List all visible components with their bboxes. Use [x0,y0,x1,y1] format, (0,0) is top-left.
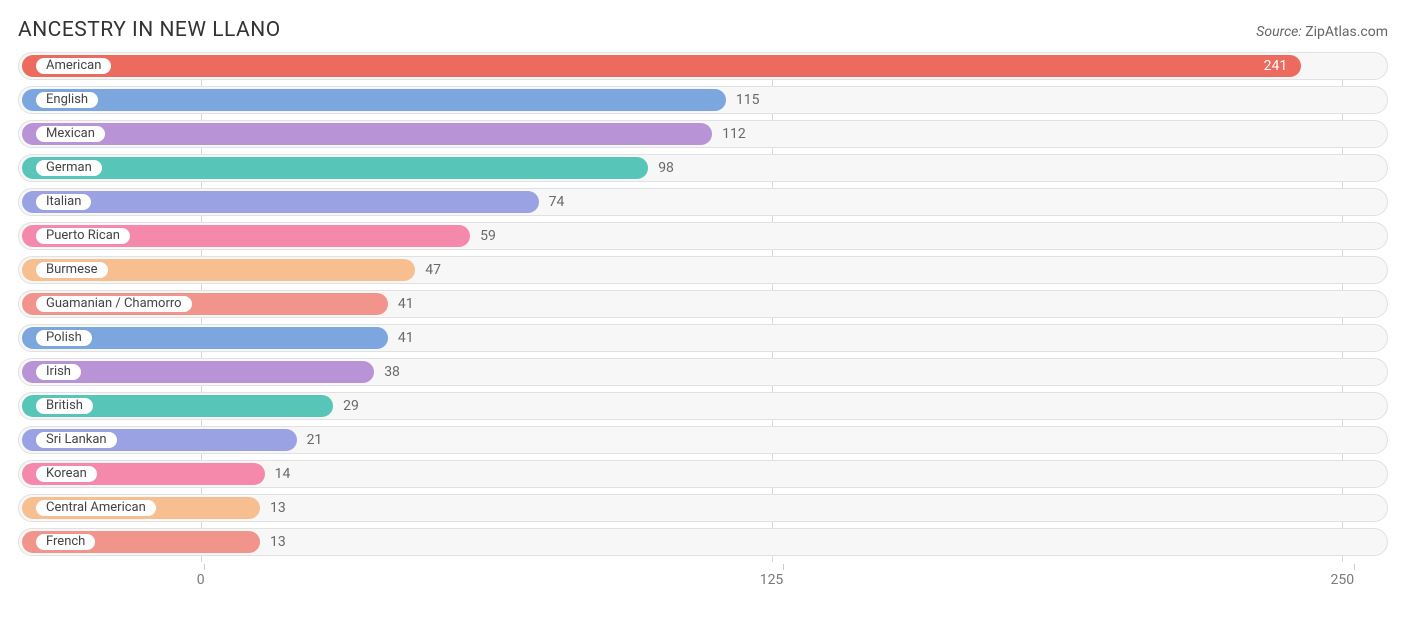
chart-body: American 241 English 115 Mexican 112 German 98 I… [0,52,1406,594]
bar-category-pill: American [36,58,111,74]
bar-fill [22,89,726,111]
bar-row: Puerto Rican 59 [18,222,1388,250]
bar-category-pill: German [36,160,102,176]
bar-row: Burmese 47 [18,256,1388,284]
bar-row: English 115 [18,86,1388,114]
bar-value-label: 41 [398,290,414,318]
bar-fill [22,123,712,145]
x-tick-mark [783,564,784,570]
bar-value-label: 112 [722,120,746,148]
bar-value-label: 59 [480,222,496,250]
bar-value-label: 47 [425,256,441,284]
bar-row: Italian 74 [18,188,1388,216]
bar-category-pill: British [36,398,93,414]
bar-row: Sri Lankan 21 [18,426,1388,454]
bar-value-label: 98 [658,154,674,182]
x-tick-mark [204,564,205,570]
x-axis: 0 125 250 [18,564,1388,594]
bar-category-pill: Korean [36,466,97,482]
bar-value-label: 241 [1264,52,1288,80]
bar-category-pill: Puerto Rican [36,228,130,244]
bar-row: French 13 [18,528,1388,556]
bar-row: Mexican 112 [18,120,1388,148]
ancestry-chart: ANCESTRY IN NEW LLANO Source: ZipAtlas.c… [0,0,1406,594]
bar-category-pill: French [36,534,95,550]
bar-fill [22,55,1301,77]
bar-row: Korean 14 [18,460,1388,488]
bar-row: British 29 [18,392,1388,420]
bar-value-label: 38 [384,358,400,386]
chart-title: ANCESTRY IN NEW LLANO [18,18,281,42]
bar-row: Irish 38 [18,358,1388,386]
bar-row: German 98 [18,154,1388,182]
x-tick: 125 [772,564,796,588]
bar-value-label: 29 [343,392,359,420]
bar-row: Guamanian / Chamorro 41 [18,290,1388,318]
bar-category-pill: English [36,92,98,108]
bar-category-pill: Central American [36,500,156,516]
x-tick: 0 [201,564,209,588]
bar-category-pill: Sri Lankan [36,432,117,448]
bar-category-pill: Guamanian / Chamorro [36,296,192,312]
bar-row: Polish 41 [18,324,1388,352]
bar-value-label: 115 [736,86,760,114]
source-name: ZipAtlas.com [1305,24,1388,40]
x-tick-label: 125 [760,572,784,588]
bar-value-label: 41 [398,324,414,352]
x-tick-mark [1354,564,1355,570]
bar-value-label: 21 [307,426,323,454]
bar-row: Central American 13 [18,494,1388,522]
bar-value-label: 74 [549,188,565,216]
bar-category-pill: Italian [36,194,91,210]
bar-value-label: 14 [275,460,291,488]
bar-fill [22,191,539,213]
bar-row: American 241 [18,52,1388,80]
x-tick-label: 0 [197,572,205,588]
x-tick-label: 250 [1331,572,1355,588]
bar-fill [22,157,648,179]
source-label: Source: [1256,24,1301,40]
bar-category-pill: Polish [36,330,92,346]
chart-source: Source: ZipAtlas.com [1256,24,1388,40]
bar-category-pill: Mexican [36,126,105,142]
x-tick: 250 [1342,564,1366,588]
plot-area: American 241 English 115 Mexican 112 German 98 I… [18,52,1388,562]
bar-category-pill: Burmese [36,262,108,278]
bar-value-label: 13 [270,494,286,522]
bar-value-label: 13 [270,528,286,556]
bar-category-pill: Irish [36,364,81,380]
chart-header: ANCESTRY IN NEW LLANO Source: ZipAtlas.c… [0,0,1406,52]
